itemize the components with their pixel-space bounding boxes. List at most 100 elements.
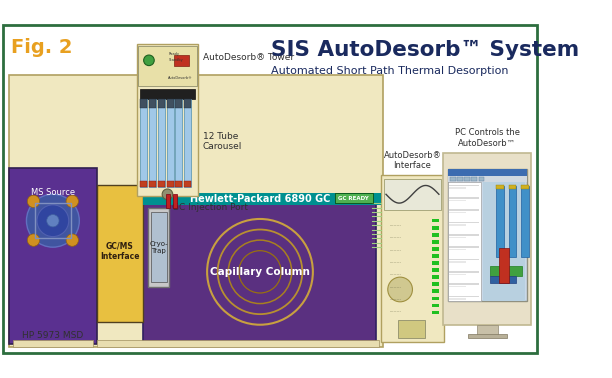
Text: HP 5973 MSD: HP 5973 MSD	[22, 331, 83, 340]
Text: --------: --------	[389, 273, 401, 277]
Bar	[468, 333, 507, 338]
Bar	[384, 179, 441, 210]
Bar	[432, 311, 439, 314]
Circle shape	[162, 189, 173, 200]
Bar	[151, 212, 166, 282]
Bar	[138, 46, 196, 86]
Circle shape	[28, 234, 40, 246]
Bar	[140, 99, 147, 187]
Bar	[449, 200, 466, 201]
Bar	[432, 304, 439, 307]
Bar	[449, 212, 466, 213]
Bar	[148, 208, 169, 287]
Text: 12 Tube
Carousel: 12 Tube Carousel	[203, 132, 242, 151]
Text: AutoDesorb® Tower: AutoDesorb® Tower	[203, 53, 294, 62]
Bar	[166, 99, 174, 187]
Bar	[496, 184, 504, 189]
Bar	[448, 182, 481, 301]
Bar	[13, 340, 92, 347]
Circle shape	[37, 205, 69, 237]
Text: Fig. 2: Fig. 2	[10, 38, 72, 57]
Bar	[432, 254, 439, 258]
Bar	[176, 99, 182, 187]
Bar	[448, 176, 527, 182]
Text: AutoDesorb®
Interface: AutoDesorb® Interface	[384, 151, 441, 170]
Bar	[184, 99, 191, 108]
Bar	[136, 45, 198, 196]
Bar	[166, 181, 174, 187]
Bar	[381, 175, 444, 342]
Bar	[449, 274, 466, 275]
Bar	[499, 248, 509, 283]
Circle shape	[26, 194, 80, 247]
Text: GC Injection Port: GC Injection Port	[172, 203, 248, 212]
Circle shape	[66, 234, 78, 246]
Bar	[432, 240, 439, 244]
Bar	[184, 181, 191, 187]
Text: GC/MS
Interface: GC/MS Interface	[100, 242, 140, 261]
Circle shape	[47, 215, 59, 227]
Bar	[174, 55, 190, 66]
Text: Hewlett-Packard 6890 GC: Hewlett-Packard 6890 GC	[190, 194, 330, 204]
Bar	[449, 187, 466, 189]
Bar	[149, 181, 156, 187]
Bar	[158, 99, 165, 108]
Bar	[449, 261, 466, 263]
Bar	[335, 194, 373, 203]
Text: --------: --------	[389, 248, 401, 252]
Bar	[432, 290, 439, 293]
Bar	[449, 271, 479, 273]
Bar	[35, 203, 70, 239]
Bar	[449, 197, 479, 199]
Bar	[140, 99, 147, 108]
Bar	[449, 209, 479, 211]
Text: PC Controls the
AutoDesorb™: PC Controls the AutoDesorb™	[455, 128, 520, 147]
Bar	[432, 261, 439, 265]
Text: AutoDesorb®: AutoDesorb®	[168, 76, 193, 80]
Text: GC READY: GC READY	[338, 196, 369, 201]
Bar	[166, 194, 170, 208]
Bar	[449, 234, 479, 236]
Bar	[158, 181, 165, 187]
Bar	[509, 184, 517, 189]
Bar	[449, 286, 466, 287]
Bar	[432, 219, 439, 223]
Bar	[449, 222, 479, 223]
Bar	[166, 99, 174, 108]
Bar	[449, 246, 479, 248]
Bar	[449, 184, 479, 186]
Bar	[449, 224, 466, 226]
Bar	[432, 296, 439, 300]
Bar	[521, 184, 529, 189]
Bar	[143, 192, 381, 205]
Bar	[449, 283, 479, 285]
Bar	[432, 247, 439, 251]
Bar	[140, 88, 195, 99]
Bar	[9, 75, 383, 347]
Circle shape	[388, 277, 412, 302]
Bar	[477, 325, 498, 335]
Bar	[143, 199, 376, 344]
Bar	[465, 177, 470, 181]
Circle shape	[144, 55, 154, 66]
Bar	[448, 169, 527, 176]
Bar	[521, 186, 529, 257]
Bar	[449, 259, 479, 260]
Text: SIS AutoDesorb™ System: SIS AutoDesorb™ System	[272, 40, 580, 60]
Bar	[449, 237, 466, 238]
Text: Standby: Standby	[168, 58, 183, 62]
Bar	[432, 226, 439, 229]
Bar	[450, 177, 456, 181]
Circle shape	[66, 195, 78, 208]
Bar	[490, 266, 522, 276]
Bar	[158, 99, 165, 187]
Bar	[457, 177, 463, 181]
Bar	[432, 268, 439, 272]
Bar	[448, 169, 527, 301]
Text: Automated Short Path Thermal Desorption: Automated Short Path Thermal Desorption	[272, 67, 509, 76]
Text: --------: --------	[389, 285, 401, 289]
Bar	[443, 153, 531, 325]
Text: --------: --------	[389, 223, 401, 228]
Bar	[149, 99, 156, 108]
Text: --------: --------	[389, 260, 401, 264]
